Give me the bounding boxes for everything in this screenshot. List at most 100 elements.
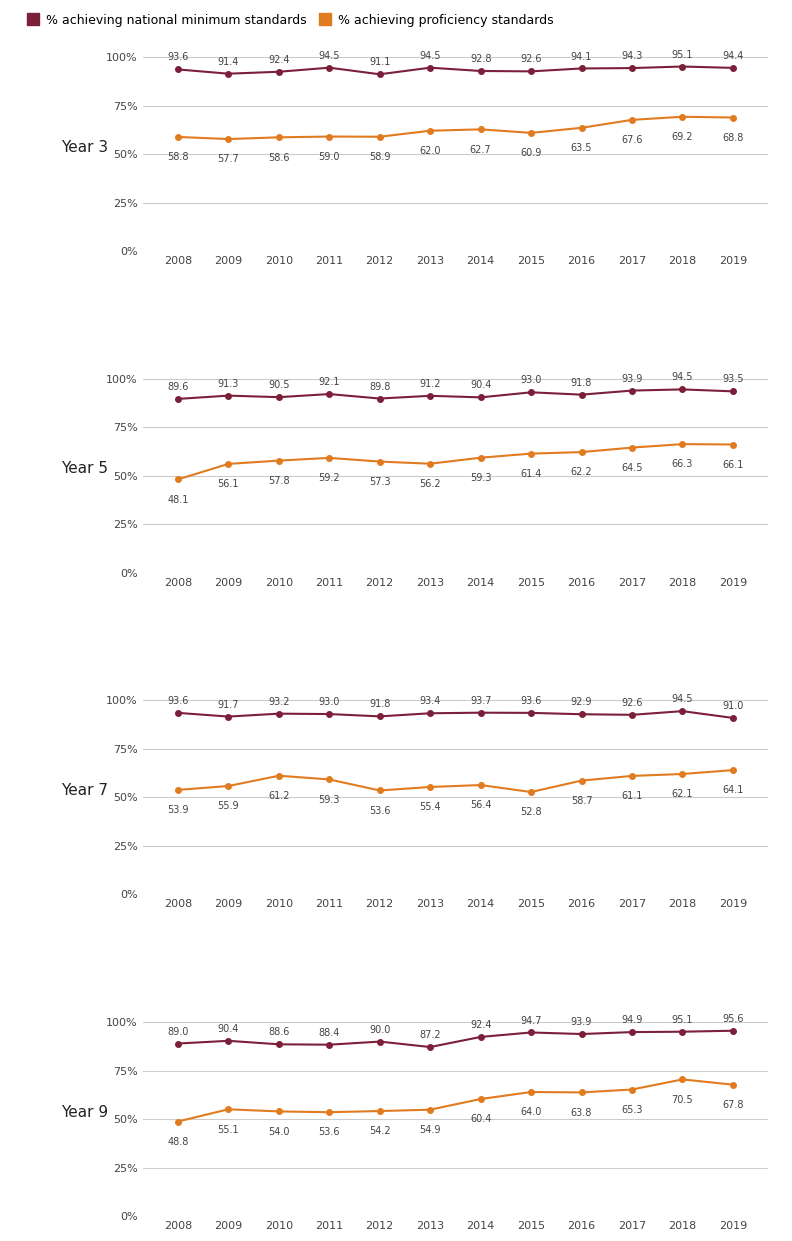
Text: 94.5: 94.5: [318, 51, 340, 61]
Text: 55.4: 55.4: [419, 802, 441, 813]
Text: 89.8: 89.8: [369, 381, 390, 392]
Text: 67.8: 67.8: [722, 1100, 744, 1109]
Text: 91.3: 91.3: [218, 379, 239, 388]
Text: 62.7: 62.7: [470, 145, 492, 155]
Text: 93.4: 93.4: [420, 696, 441, 706]
Text: 64.5: 64.5: [621, 463, 643, 473]
Text: 87.2: 87.2: [419, 1030, 441, 1040]
Text: 54.9: 54.9: [420, 1124, 441, 1136]
Text: 94.5: 94.5: [672, 372, 693, 382]
Text: 92.1: 92.1: [318, 377, 340, 387]
Text: 94.9: 94.9: [621, 1015, 642, 1025]
Text: 92.4: 92.4: [470, 1020, 491, 1030]
Text: 62.0: 62.0: [420, 146, 441, 156]
Text: 93.6: 93.6: [520, 696, 542, 706]
Text: 61.2: 61.2: [268, 791, 290, 800]
Text: 66.1: 66.1: [722, 459, 744, 470]
Text: 53.6: 53.6: [318, 1128, 340, 1138]
Text: 48.8: 48.8: [167, 1137, 188, 1147]
Text: 91.8: 91.8: [571, 377, 592, 387]
Text: 58.7: 58.7: [571, 795, 592, 805]
Text: 90.4: 90.4: [470, 381, 491, 391]
Text: Year 5: Year 5: [61, 462, 109, 477]
Text: 93.6: 93.6: [167, 52, 188, 62]
Text: 93.6: 93.6: [167, 696, 188, 706]
Text: 92.9: 92.9: [571, 697, 592, 707]
Text: 56.4: 56.4: [470, 800, 491, 810]
Text: 61.1: 61.1: [621, 792, 642, 802]
Text: 63.5: 63.5: [571, 143, 592, 153]
Text: 65.3: 65.3: [621, 1104, 643, 1114]
Text: 58.8: 58.8: [167, 153, 188, 163]
Text: 94.5: 94.5: [672, 694, 693, 704]
Text: 63.8: 63.8: [571, 1108, 592, 1118]
Text: 92.8: 92.8: [470, 55, 491, 65]
Text: 94.7: 94.7: [520, 1015, 542, 1025]
Text: 59.3: 59.3: [470, 473, 491, 483]
Text: 91.4: 91.4: [218, 57, 239, 67]
Text: 60.4: 60.4: [470, 1114, 491, 1124]
Text: 91.0: 91.0: [722, 701, 744, 711]
Text: 56.2: 56.2: [419, 479, 441, 489]
Text: 53.9: 53.9: [167, 805, 188, 815]
Text: 92.6: 92.6: [520, 55, 542, 65]
Text: 94.4: 94.4: [722, 51, 744, 61]
Text: 57.8: 57.8: [268, 475, 290, 486]
Text: 64.1: 64.1: [722, 786, 744, 795]
Text: 91.2: 91.2: [420, 379, 441, 388]
Text: 89.0: 89.0: [167, 1026, 188, 1036]
Text: 89.6: 89.6: [167, 382, 188, 392]
Text: 94.1: 94.1: [571, 52, 592, 62]
Text: 93.9: 93.9: [571, 1018, 592, 1028]
Text: 94.5: 94.5: [420, 51, 441, 61]
Text: 91.7: 91.7: [218, 700, 239, 710]
Text: 93.9: 93.9: [621, 374, 642, 383]
Text: 95.1: 95.1: [672, 1015, 693, 1025]
Text: Year 7: Year 7: [61, 783, 109, 798]
Text: 91.1: 91.1: [369, 57, 390, 67]
Text: 93.0: 93.0: [318, 697, 340, 707]
Text: 58.9: 58.9: [369, 151, 390, 163]
Text: 94.3: 94.3: [621, 51, 642, 61]
Text: 90.5: 90.5: [268, 380, 290, 390]
Text: 62.1: 62.1: [672, 789, 693, 799]
Text: 59.2: 59.2: [318, 473, 340, 483]
Text: Year 3: Year 3: [61, 140, 109, 155]
Text: 57.3: 57.3: [369, 477, 390, 486]
Text: 61.4: 61.4: [520, 469, 542, 479]
Text: 57.7: 57.7: [218, 154, 239, 164]
Text: 93.0: 93.0: [520, 375, 542, 386]
Text: 70.5: 70.5: [672, 1095, 693, 1104]
Text: 90.4: 90.4: [218, 1024, 239, 1034]
Text: 64.0: 64.0: [520, 1107, 542, 1117]
Legend: % achieving national minimum standards, % achieving proficiency standards: % achieving national minimum standards, …: [22, 9, 558, 32]
Text: 52.8: 52.8: [520, 808, 542, 818]
Text: 95.1: 95.1: [672, 50, 693, 60]
Text: 93.5: 93.5: [722, 375, 744, 385]
Text: 66.3: 66.3: [672, 459, 693, 469]
Text: 59.0: 59.0: [318, 151, 340, 161]
Text: 56.1: 56.1: [218, 479, 239, 489]
Text: 88.4: 88.4: [318, 1028, 340, 1037]
Text: 90.0: 90.0: [369, 1025, 390, 1035]
Text: Year 9: Year 9: [61, 1104, 109, 1119]
Text: 54.0: 54.0: [268, 1127, 290, 1137]
Text: 93.2: 93.2: [268, 696, 290, 706]
Text: 62.2: 62.2: [571, 468, 592, 478]
Text: 55.9: 55.9: [218, 802, 239, 812]
Text: 58.6: 58.6: [268, 153, 290, 163]
Text: 53.6: 53.6: [369, 805, 390, 815]
Text: 68.8: 68.8: [722, 133, 744, 143]
Text: 67.6: 67.6: [621, 135, 643, 145]
Text: 48.1: 48.1: [167, 495, 188, 505]
Text: 95.6: 95.6: [722, 1014, 744, 1024]
Text: 92.6: 92.6: [621, 697, 643, 707]
Text: 54.2: 54.2: [369, 1127, 390, 1137]
Text: 55.1: 55.1: [218, 1124, 239, 1134]
Text: 69.2: 69.2: [672, 132, 693, 141]
Text: 92.4: 92.4: [268, 55, 290, 65]
Text: 88.6: 88.6: [268, 1028, 290, 1037]
Text: 60.9: 60.9: [520, 148, 542, 158]
Text: 93.7: 93.7: [470, 696, 491, 706]
Text: 59.3: 59.3: [318, 794, 340, 804]
